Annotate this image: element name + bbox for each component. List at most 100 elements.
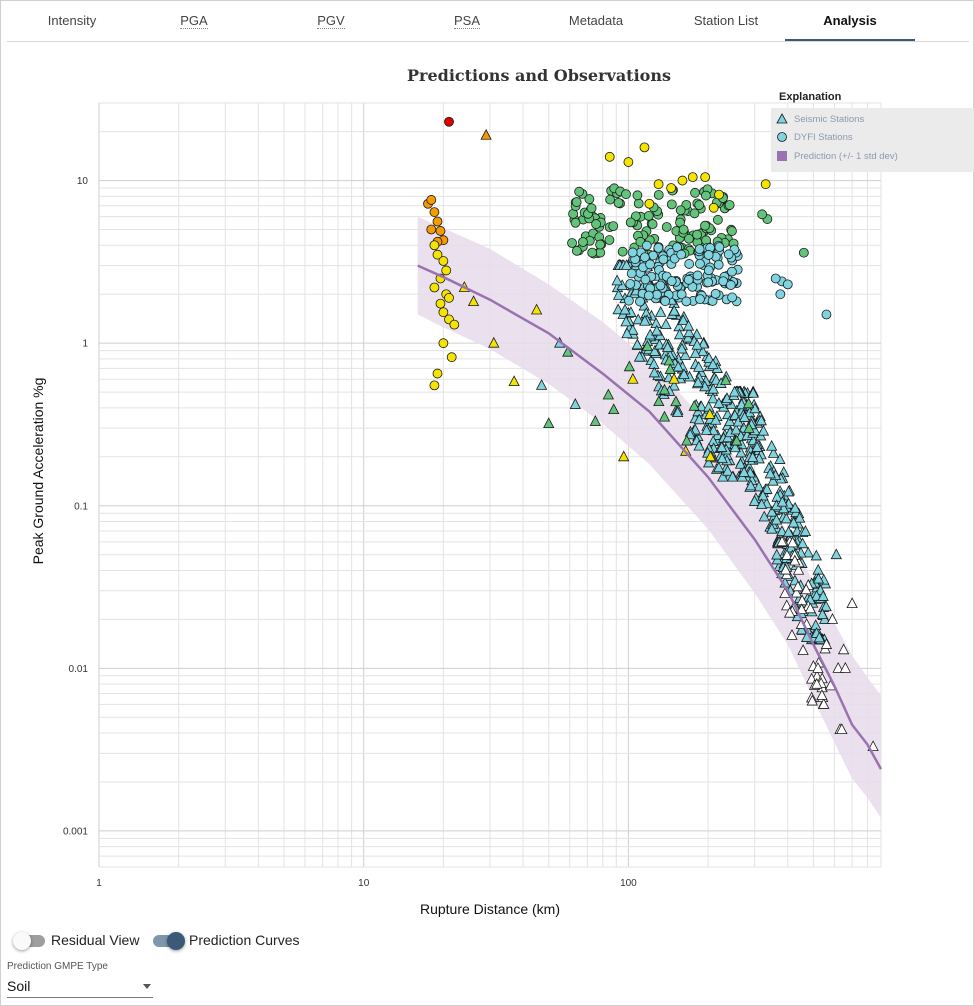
- seismic-station-point: [627, 323, 639, 335]
- seismic-station-point: [790, 586, 803, 598]
- dyfi-station-point: [426, 224, 437, 235]
- dyfi-station-point: [666, 199, 677, 210]
- seismic-station-point: [804, 602, 816, 614]
- dyfi-station-point: [710, 288, 721, 299]
- seismic-station-point: [766, 505, 778, 517]
- dyfi-station-point: [687, 172, 698, 183]
- legend-entry-prediction[interactable]: Prediction (+/- 1 std dev): [794, 151, 898, 162]
- seismic-station-point: [792, 580, 804, 592]
- legend: Explanation Seismic Stations DYFI Statio…: [771, 91, 974, 172]
- seismic-station-point: [695, 400, 708, 412]
- seismic-station-point: [820, 600, 832, 612]
- seismic-station-point: [826, 613, 839, 624]
- dyfi-station-point: [578, 237, 588, 247]
- seismic-station-point: [757, 424, 770, 436]
- seismic-station-point: [508, 375, 520, 387]
- dyfi-station-point: [429, 380, 440, 391]
- dyfi-station-point: [570, 217, 581, 228]
- dyfi-station-point: [666, 276, 677, 286]
- dyfi-station-point: [429, 282, 440, 293]
- dyfi-station-point: [703, 277, 714, 288]
- dyfi-station-point: [605, 194, 616, 205]
- prediction-curves-toggle[interactable]: Prediction Curves: [153, 931, 313, 951]
- prediction-curve: [417, 264, 883, 770]
- seismic-station-point: [813, 631, 826, 643]
- dyfi-station-point: [438, 307, 449, 318]
- seismic-station-point: [816, 608, 829, 620]
- gmpe-type-select[interactable]: Soil: [7, 975, 153, 998]
- tab-label: PGA: [180, 13, 208, 29]
- legend-band-icon[interactable]: [777, 151, 787, 161]
- seismic-station-point: [747, 386, 759, 398]
- seismic-station-point: [726, 470, 739, 482]
- y-tick-label: 10: [77, 176, 89, 187]
- dyfi-station-point: [727, 292, 738, 303]
- seismic-station-point: [633, 350, 646, 362]
- tab-metadata[interactable]: Metadata: [531, 1, 661, 40]
- legend-entry-seismic[interactable]: Seismic Stations: [794, 114, 864, 125]
- seismic-station-point: [670, 395, 682, 407]
- seismic-station-point: [703, 352, 715, 363]
- dyfi-station-point: [703, 250, 714, 260]
- seismic-station-point: [812, 661, 824, 673]
- residual-view-toggle[interactable]: Residual View: [13, 931, 145, 951]
- seismic-station-point: [651, 324, 663, 336]
- tab-analysis[interactable]: Analysis: [785, 1, 915, 41]
- tab-pgv[interactable]: PGV: [266, 1, 396, 40]
- dyfi-station-point: [692, 229, 703, 240]
- seismic-station-point: [707, 382, 720, 394]
- seismic-station-point: [671, 406, 684, 418]
- seismic-station-point: [663, 354, 675, 366]
- dyfi-station-point: [571, 197, 582, 207]
- seismic-station-point: [641, 340, 654, 351]
- seismic-station-point: [729, 409, 741, 420]
- seismic-station-point: [817, 590, 829, 601]
- seismic-station-point: [658, 410, 671, 422]
- dyfi-station-point: [586, 203, 597, 214]
- seismic-station-point: [683, 326, 695, 338]
- seismic-station-point: [488, 336, 500, 348]
- seismic-station-point: [812, 563, 824, 575]
- dyfi-station-point: [432, 216, 443, 227]
- seismic-station-point: [816, 689, 828, 700]
- dyfi-station-point: [640, 274, 651, 285]
- seismic-station-point: [735, 446, 747, 458]
- seismic-station-point: [707, 358, 719, 370]
- dyfi-station-point: [692, 270, 703, 281]
- dyfi-station-point: [724, 200, 735, 210]
- legend-circle-icon[interactable]: [777, 132, 787, 142]
- dyfi-station-point: [604, 235, 615, 245]
- tab-label: PSA: [453, 13, 480, 29]
- dyfi-station-point: [703, 265, 714, 276]
- dyfi-station-point: [660, 296, 671, 307]
- seismic-station-point: [728, 385, 741, 397]
- seismic-station-point: [782, 485, 795, 497]
- dyfi-station-point: [587, 247, 598, 258]
- tab-psa[interactable]: PSA: [402, 1, 532, 40]
- seismic-station-point: [780, 512, 793, 524]
- dyfi-station-point: [441, 265, 452, 276]
- tab-intensity[interactable]: Intensity: [7, 1, 137, 40]
- dyfi-station-point: [449, 319, 460, 330]
- y-tick-label: 0.1: [74, 501, 88, 512]
- seismic-station-point: [730, 423, 742, 435]
- tab-station-list[interactable]: Station List: [661, 1, 791, 40]
- seismic-station-point: [653, 395, 665, 407]
- legend-entry-dyfi[interactable]: DYFI Stations: [794, 132, 853, 143]
- seismic-station-point: [761, 483, 773, 494]
- seismic-station-point: [799, 525, 812, 536]
- dyfi-station-point: [429, 207, 440, 217]
- dyfi-station-point: [725, 280, 736, 290]
- dyfi-station-point: [591, 219, 601, 229]
- seismic-station-point: [530, 303, 543, 315]
- seismic-station-point: [820, 638, 833, 649]
- legend-triangle-icon[interactable]: [776, 113, 788, 124]
- dyfi-station-point: [426, 195, 437, 205]
- seismic-station-point: [704, 408, 716, 419]
- dyfi-station-point: [653, 190, 664, 200]
- tab-pga[interactable]: PGA: [129, 1, 259, 40]
- dyfi-station-point: [608, 221, 619, 232]
- seismic-station-point: [779, 587, 791, 599]
- seismic-station-point: [806, 694, 818, 706]
- station-points: [423, 116, 879, 752]
